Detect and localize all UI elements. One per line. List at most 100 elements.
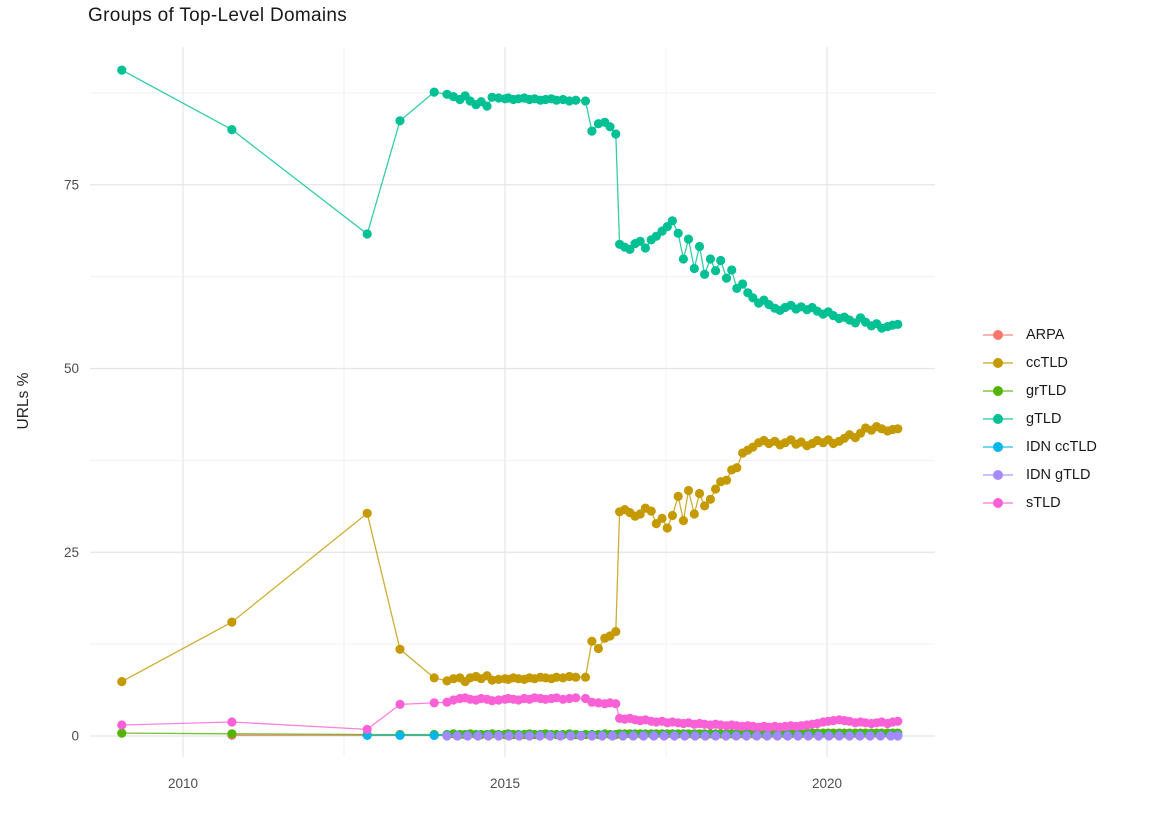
series-stld xyxy=(117,693,903,735)
legend-key-dot xyxy=(993,498,1003,508)
data-point xyxy=(494,731,504,741)
data-point xyxy=(362,229,372,239)
data-point xyxy=(395,116,405,126)
legend-item-arpa: ARPA xyxy=(983,325,1097,345)
data-point xyxy=(605,122,615,132)
data-point xyxy=(227,729,237,739)
data-point xyxy=(844,731,855,741)
data-point xyxy=(571,672,581,682)
data-point xyxy=(429,673,439,683)
x-tick-label: 2010 xyxy=(168,776,198,791)
data-point xyxy=(117,677,127,687)
y-tick-label: 0 xyxy=(71,729,79,744)
legend-key-icon xyxy=(983,355,1013,371)
data-point xyxy=(535,731,545,741)
legend-key-dot xyxy=(993,330,1003,340)
data-point xyxy=(893,424,903,434)
data-point xyxy=(640,243,651,253)
data-point xyxy=(514,731,524,741)
legend-label: gTLD xyxy=(1026,411,1062,427)
data-point xyxy=(597,731,607,741)
data-point xyxy=(362,724,372,735)
legend: ARPA ccTLD grTLD gTLD IDN ccTLD IDN gTLD sTLD xyxy=(983,325,1097,513)
data-point xyxy=(429,730,439,741)
legend-item-idn-cctld: IDN ccTLD xyxy=(983,437,1097,457)
data-point xyxy=(452,731,462,741)
data-point xyxy=(117,65,127,75)
data-point xyxy=(646,506,656,516)
data-point xyxy=(667,216,678,226)
series-gtld xyxy=(117,65,903,333)
legend-label: IDN gTLD xyxy=(1026,467,1091,483)
data-point xyxy=(571,693,581,703)
data-point xyxy=(893,731,903,741)
data-point xyxy=(772,731,783,741)
legend-item-idn-gtld: IDN gTLD xyxy=(983,465,1097,485)
series-idn-gtld xyxy=(442,731,903,741)
data-point xyxy=(711,731,721,741)
data-point xyxy=(705,494,716,504)
data-point xyxy=(711,484,721,494)
data-point xyxy=(576,731,586,741)
data-point xyxy=(611,627,621,637)
data-point xyxy=(741,731,752,741)
data-point xyxy=(618,731,628,741)
data-point xyxy=(649,731,659,741)
legend-key-icon xyxy=(983,495,1013,511)
data-point xyxy=(395,644,405,654)
legend-key-icon xyxy=(983,411,1013,427)
data-point xyxy=(662,523,672,533)
series-line xyxy=(121,425,898,683)
data-point xyxy=(587,126,597,136)
legend-label: ccTLD xyxy=(1026,355,1068,371)
data-point xyxy=(669,731,680,741)
x-tick-label: 2015 xyxy=(490,776,520,791)
data-point xyxy=(628,731,638,741)
data-point xyxy=(700,269,710,279)
legend-key-dot xyxy=(993,442,1003,452)
data-point xyxy=(117,720,127,730)
data-point xyxy=(893,319,903,329)
data-point xyxy=(227,717,237,727)
data-point xyxy=(752,731,762,741)
data-point xyxy=(524,731,535,741)
data-point xyxy=(732,463,742,473)
data-point xyxy=(680,731,690,741)
data-point xyxy=(855,731,865,741)
legend-item-cctld: ccTLD xyxy=(983,353,1097,373)
y-axis-title: URLs % xyxy=(15,372,32,430)
legend-label: IDN ccTLD xyxy=(1026,439,1097,455)
data-point xyxy=(638,731,649,741)
legend-key-icon xyxy=(983,467,1013,483)
data-point xyxy=(395,730,405,741)
legend-label: grTLD xyxy=(1026,383,1067,399)
data-point xyxy=(429,698,439,708)
data-point xyxy=(793,731,803,741)
data-point xyxy=(587,731,597,741)
data-point xyxy=(865,731,875,741)
data-point xyxy=(783,731,793,741)
data-point xyxy=(657,513,667,524)
legend-key-dot xyxy=(993,358,1003,368)
data-point xyxy=(593,643,604,654)
data-point xyxy=(705,254,716,264)
data-point xyxy=(555,731,566,741)
y-tick-label: 25 xyxy=(64,545,79,560)
data-point xyxy=(673,228,683,238)
data-point xyxy=(580,96,591,106)
data-point xyxy=(442,731,452,741)
data-point xyxy=(689,263,699,274)
data-point xyxy=(814,731,824,741)
y-tick-label: 50 xyxy=(64,361,79,376)
data-point xyxy=(659,731,669,741)
data-point xyxy=(694,241,705,252)
data-point xyxy=(566,731,576,741)
data-point xyxy=(834,731,844,741)
legend-key-dot xyxy=(993,414,1003,424)
data-point xyxy=(580,672,591,682)
legend-key-dot xyxy=(993,470,1003,480)
data-point xyxy=(362,508,372,518)
data-point xyxy=(611,699,621,709)
data-point xyxy=(824,731,834,741)
